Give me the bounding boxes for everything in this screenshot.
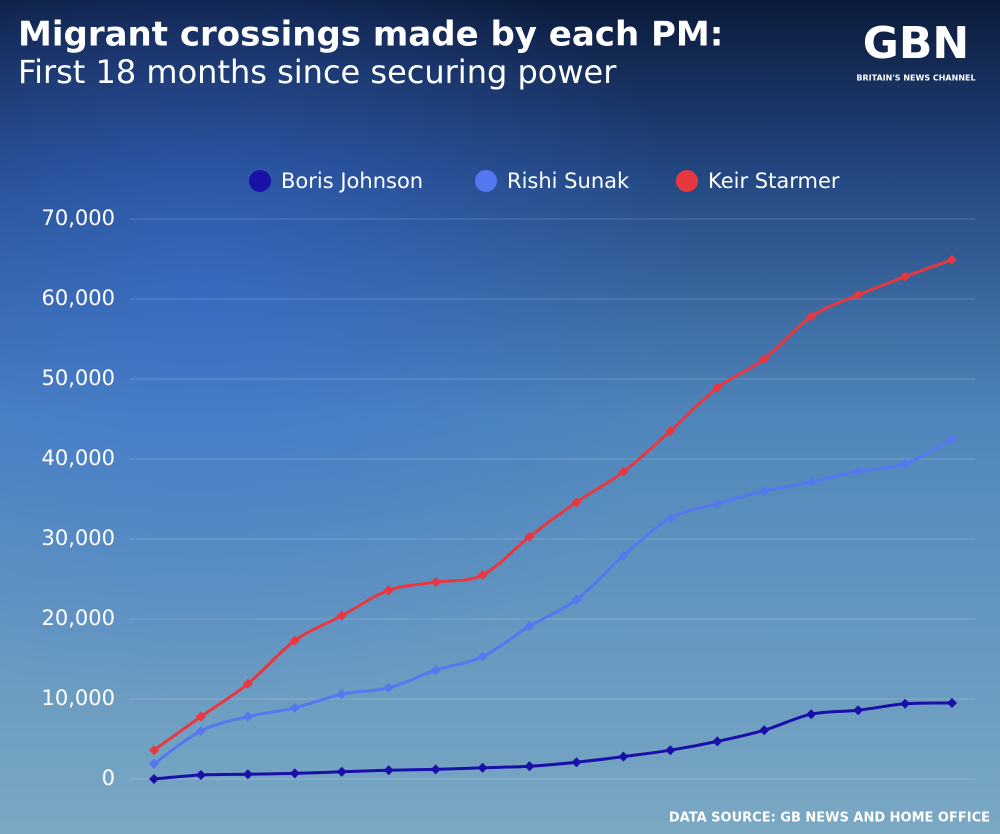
data-point <box>524 621 535 632</box>
data-point <box>242 678 253 689</box>
data-point <box>900 698 911 709</box>
data-point <box>712 498 723 509</box>
data-point <box>853 705 864 716</box>
y-tick-label: 0 <box>102 766 115 790</box>
data-point <box>853 466 864 476</box>
data-point <box>618 550 629 561</box>
data-point <box>336 766 347 777</box>
data-point <box>806 709 817 720</box>
data-point <box>806 311 817 322</box>
data-point <box>336 689 347 700</box>
data-point <box>712 736 723 747</box>
data-point <box>947 698 957 708</box>
data-point <box>477 762 488 773</box>
data-point <box>477 570 488 580</box>
data-point <box>571 757 582 768</box>
data-point <box>759 354 770 364</box>
data-point <box>430 665 441 676</box>
chart-title: Migrant crossings made by each PM: <box>18 15 723 55</box>
data-point <box>195 726 206 736</box>
y-tick-label: 30,000 <box>42 526 115 550</box>
legend-marker <box>676 170 698 192</box>
data-point <box>665 513 676 524</box>
data-point <box>571 594 582 605</box>
data-point <box>195 711 206 722</box>
y-tick-label: 20,000 <box>42 606 115 630</box>
legend-label: Keir Starmer <box>708 169 840 193</box>
data-point <box>195 770 206 780</box>
chart-subtitle: First 18 months since securing power <box>18 53 617 91</box>
data-point <box>900 271 911 282</box>
data-point <box>524 531 535 542</box>
legend-label: Rishi Sunak <box>507 169 630 193</box>
data-point <box>524 761 535 772</box>
legend-label: Boris Johnson <box>281 169 423 193</box>
legend-marker <box>475 170 497 192</box>
data-point <box>665 426 676 436</box>
source: DATA SOURCE: GB NEWS AND HOME OFFICE <box>669 811 990 826</box>
data-point <box>712 382 723 393</box>
data-point <box>430 764 441 775</box>
data-point <box>149 758 159 769</box>
data-point <box>430 577 441 588</box>
y-tick-label: 10,000 <box>42 686 115 710</box>
data-point <box>383 765 394 776</box>
data-point <box>947 434 957 444</box>
logo-tagline: BRITAIN'S NEWS CHANNEL <box>856 74 975 83</box>
data-point <box>853 290 864 300</box>
y-tick-label: 50,000 <box>42 366 115 390</box>
y-tick-label: 70,000 <box>42 206 115 230</box>
data-point <box>665 745 676 756</box>
data-point <box>149 745 159 756</box>
data-point <box>618 751 629 762</box>
data-point <box>759 725 770 736</box>
y-tick-label: 60,000 <box>42 286 115 310</box>
data-point <box>383 682 394 693</box>
data-point <box>242 769 253 780</box>
data-point <box>149 774 159 784</box>
data-point <box>289 702 300 713</box>
data-point <box>477 651 488 662</box>
data-point <box>336 610 347 621</box>
data-point <box>242 711 253 722</box>
data-point <box>289 768 300 779</box>
data-point <box>806 477 817 488</box>
data-point <box>618 466 629 477</box>
data-point <box>759 486 770 496</box>
data-point <box>900 458 911 469</box>
data-point <box>289 635 300 646</box>
data-point <box>571 497 582 508</box>
logo: GBN <box>863 18 969 69</box>
y-tick-label: 40,000 <box>42 446 115 470</box>
data-point <box>383 585 394 596</box>
legend-marker <box>249 170 271 192</box>
data-point <box>947 254 957 265</box>
